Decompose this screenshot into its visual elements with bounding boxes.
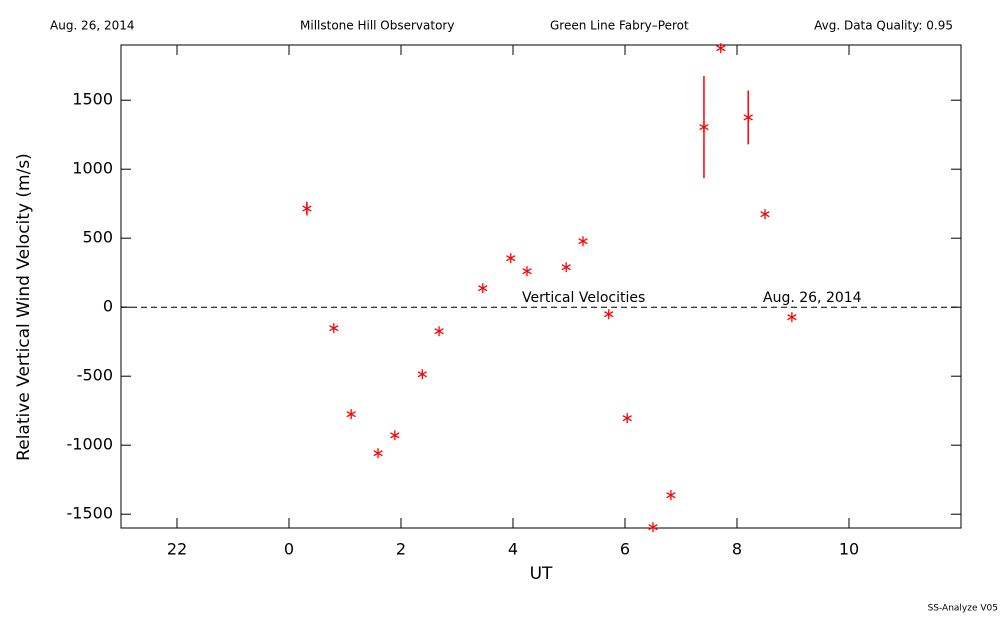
data-point (390, 430, 400, 441)
x-axis-label: UT (530, 564, 553, 584)
x-tick-label: 10 (839, 540, 859, 559)
footer: SS-Analyze V05 (928, 604, 998, 614)
y-tick-label: 0 (103, 297, 113, 316)
x-tick-label: 0 (284, 540, 294, 559)
data-point (346, 409, 356, 420)
plot-frame (120, 44, 962, 529)
data-point (743, 112, 753, 123)
data-point (760, 209, 770, 220)
annotation: Vertical Velocities (522, 290, 645, 306)
x-tick-label: 4 (508, 540, 518, 559)
x-tick-label: 22 (167, 540, 187, 559)
header-instrument: Green Line Fabry–Perot (550, 19, 689, 33)
data-point (478, 283, 488, 294)
data-point (787, 312, 797, 323)
data-point (716, 43, 726, 54)
data-point (578, 236, 588, 247)
y-tick-label: 500 (82, 228, 113, 247)
y-tick-label: -1000 (67, 435, 114, 454)
data-point (522, 266, 532, 277)
y-axis-label: Relative Vertical Wind Velocity (m/s) (14, 153, 34, 461)
annotation: Aug. 26, 2014 (763, 290, 862, 306)
data-point (506, 253, 516, 264)
y-tick-label: 1000 (72, 159, 113, 178)
data-point (329, 323, 339, 334)
header-quality: Avg. Data Quality: 0.95 (814, 19, 953, 33)
data-point (604, 309, 614, 320)
data-point (417, 369, 427, 380)
data-point (561, 262, 571, 273)
data-point (648, 522, 658, 533)
data-point (302, 203, 312, 214)
x-tick-label: 6 (620, 540, 630, 559)
data-point (373, 448, 383, 459)
header-site: Millstone Hill Observatory (300, 19, 454, 33)
y-tick-label: 1500 (72, 90, 113, 109)
data-point (622, 413, 632, 424)
x-tick-label: 8 (732, 540, 742, 559)
data-point (434, 326, 444, 337)
x-tick-label: 2 (396, 540, 406, 559)
data-point (699, 122, 709, 133)
y-tick-label: -1500 (67, 504, 114, 523)
header-date: Aug. 26, 2014 (50, 19, 135, 33)
data-point (666, 490, 676, 501)
y-tick-label: -500 (77, 366, 113, 385)
